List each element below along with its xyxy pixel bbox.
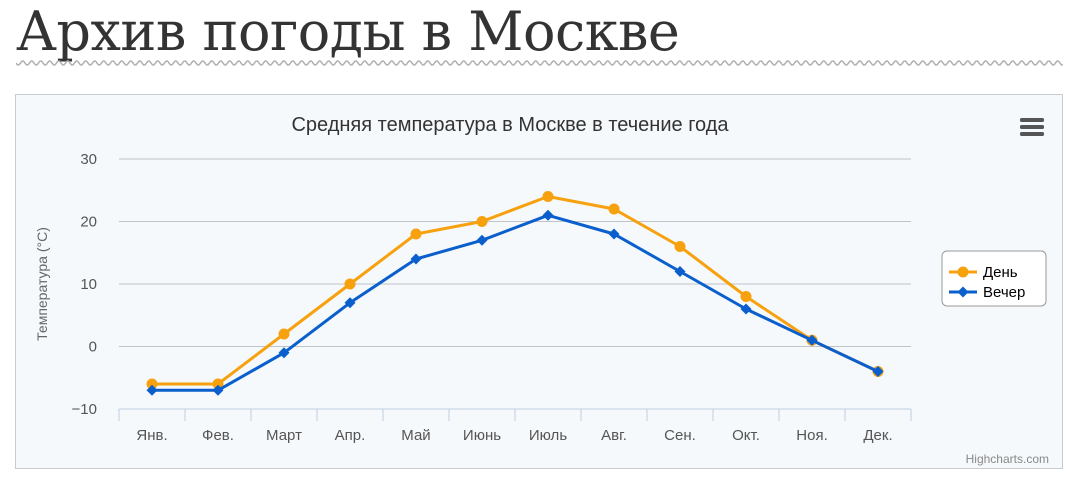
x-tick-label: Дек. [863, 427, 892, 444]
series-2 [146, 209, 884, 396]
credits-link[interactable]: Highcharts.com [966, 452, 1049, 466]
data-point[interactable] [872, 366, 884, 377]
data-point[interactable] [278, 328, 290, 340]
y-axis: −10 0 10 20 30 [72, 151, 97, 418]
x-tick-label: Фев. [202, 427, 234, 444]
data-point[interactable] [410, 253, 422, 265]
series-1 [146, 191, 884, 390]
legend-marker[interactable] [957, 266, 969, 278]
data-point[interactable] [146, 384, 158, 396]
x-tick-label: Окт. [732, 427, 760, 444]
data-point[interactable] [146, 378, 158, 390]
data-point[interactable] [542, 209, 554, 221]
x-axis: Янв. Фев. Март Апр. Май Июнь Июль Авг. Сен. Окт. Н… [118, 408, 912, 444]
data-point[interactable] [674, 266, 686, 277]
legend-item[interactable]: День [949, 264, 1018, 281]
legend: День Вечер [941, 250, 1047, 307]
data-point[interactable] [674, 241, 686, 252]
data-point[interactable] [608, 228, 620, 240]
x-tick-label: Авг. [601, 427, 627, 444]
data-point[interactable] [806, 334, 818, 346]
y-tick-label: 0 [89, 339, 97, 356]
series-line [152, 195, 879, 386]
x-tick-label: Март [266, 427, 302, 444]
data-point[interactable] [608, 203, 620, 215]
line-chart: Средняя температура в Москве в течение г… [34, 111, 1049, 466]
legend-item[interactable]: Вечер [949, 284, 1025, 301]
data-point[interactable] [212, 384, 224, 396]
x-tick-label: Янв. [136, 427, 167, 444]
chart-menu-button[interactable] [1012, 111, 1048, 143]
y-tick-label: 10 [80, 276, 97, 293]
data-point[interactable] [476, 216, 488, 227]
data-point[interactable] [542, 191, 554, 202]
x-tick-label: Ноя. [796, 427, 827, 444]
data-point[interactable] [278, 347, 290, 359]
y-axis-title: Температура (°C) [34, 227, 50, 341]
series-layer [146, 191, 884, 396]
data-point[interactable] [740, 303, 752, 315]
data-point[interactable] [212, 378, 224, 390]
legend-label: Вечер [983, 284, 1025, 301]
x-tick-label: Июнь [463, 427, 501, 444]
gridlines [119, 158, 911, 347]
y-tick-label: 30 [80, 151, 97, 168]
x-tick-label: Май [401, 427, 430, 444]
chart-container: Средняя температура в Москве в течение г… [15, 94, 1063, 469]
data-point[interactable] [476, 234, 488, 246]
hamburger-menu-icon [1020, 118, 1044, 136]
x-tick-label: Сен. [664, 427, 696, 444]
chart-title: Средняя температура в Москве в течение г… [291, 114, 729, 136]
wavy-divider [16, 60, 1063, 66]
legend-marker[interactable] [957, 286, 969, 298]
data-point[interactable] [344, 278, 356, 290]
page-title: Архив погоды в Москве [16, 0, 680, 63]
series-line [152, 213, 879, 392]
y-tick-label: 20 [80, 214, 97, 231]
data-point[interactable] [410, 228, 422, 240]
x-tick-label: Июль [529, 427, 567, 444]
y-tick-label: −10 [72, 401, 97, 418]
x-tick-label: Апр. [335, 427, 366, 444]
data-point[interactable] [740, 291, 752, 302]
data-point[interactable] [344, 297, 356, 309]
legend-label: День [983, 264, 1018, 281]
